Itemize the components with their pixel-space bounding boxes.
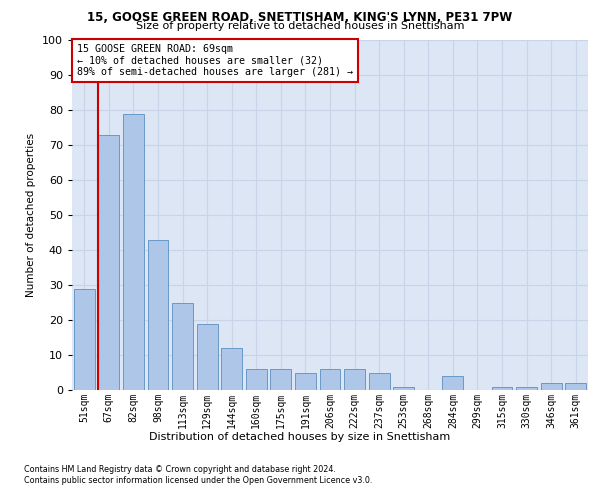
Bar (172, 302, 193, 390)
Bar (368, 372, 389, 390)
Bar (491, 386, 512, 390)
Text: 15, GOOSE GREEN ROAD, SNETTISHAM, KING'S LYNN, PE31 7PW: 15, GOOSE GREEN ROAD, SNETTISHAM, KING'S… (88, 11, 512, 24)
Bar (123, 114, 144, 390)
Text: Distribution of detached houses by size in Snettisham: Distribution of detached houses by size … (149, 432, 451, 442)
Text: Size of property relative to detached houses in Snettisham: Size of property relative to detached ho… (136, 21, 464, 31)
Bar (148, 240, 169, 390)
Bar (271, 369, 292, 390)
Bar (74, 288, 95, 390)
Y-axis label: Number of detached properties: Number of detached properties (26, 133, 37, 297)
Bar (197, 324, 218, 390)
Bar (541, 383, 562, 390)
Bar (516, 386, 537, 390)
Bar (344, 369, 365, 390)
Bar (565, 383, 586, 390)
Bar (98, 134, 119, 390)
Text: Contains public sector information licensed under the Open Government Licence v3: Contains public sector information licen… (24, 476, 373, 485)
Text: 15 GOOSE GREEN ROAD: 69sqm
← 10% of detached houses are smaller (32)
89% of semi: 15 GOOSE GREEN ROAD: 69sqm ← 10% of deta… (77, 44, 353, 76)
Bar (320, 369, 340, 390)
Bar (393, 386, 414, 390)
Bar (442, 376, 463, 390)
Bar (295, 372, 316, 390)
Text: Contains HM Land Registry data © Crown copyright and database right 2024.: Contains HM Land Registry data © Crown c… (24, 465, 336, 474)
Bar (221, 348, 242, 390)
Bar (246, 369, 267, 390)
